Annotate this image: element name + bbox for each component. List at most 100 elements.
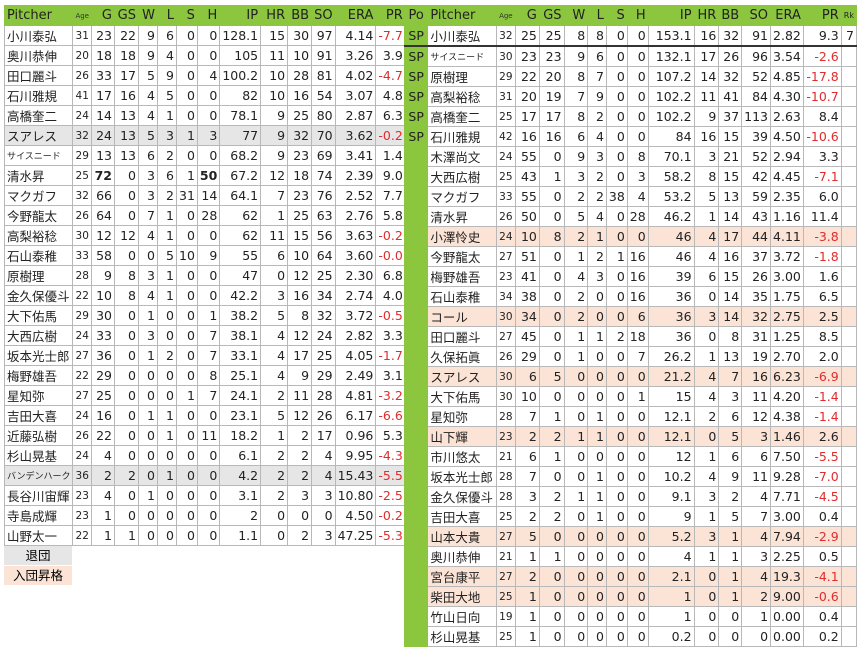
cell-ip: 84 [647,126,695,147]
table-row[interactable]: コール 30 34 0 2 0 0 6 36 3 14 32 2.75 2.5 [403,306,857,327]
column-header-hr[interactable]: HR [693,5,720,26]
table-row[interactable]: 原樹理 28 9 8 3 1 0 0 47 0 12 25 2.30 6.8 [3,265,421,286]
column-header-po[interactable]: Po [403,5,429,26]
column-header-l[interactable]: L [587,5,607,26]
table-row[interactable]: SP 原樹理 29 22 20 8 7 0 0 107.2 14 32 52 4.85 -17.8 [403,66,857,87]
table-row[interactable]: 長谷川宙輝 23 4 0 1 0 0 0 3.1 2 3 3 10.80 -2.5 [3,485,421,506]
column-header-age[interactable]: Age [72,5,92,26]
table-row[interactable]: 清水昇 26 50 0 5 4 0 28 46.2 1 14 43 1.16 11.4 [403,206,857,227]
column-header-w[interactable]: W [138,5,158,26]
table-row[interactable]: 奥川恭伸 20 18 18 9 4 0 0 105 11 10 91 3.26 3.9 [3,45,421,66]
table-row[interactable]: 高梨裕稔 30 12 12 4 1 0 0 62 11 15 56 3.63 -0.2 [3,225,421,246]
table-row[interactable]: 大下佑馬 30 10 0 0 0 0 1 15 4 3 11 4.20 -1.4 [403,386,857,407]
table-row[interactable]: 石山泰稚 33 58 0 0 5 10 9 55 6 10 64 3.60 -0.0 [3,245,421,266]
table-row[interactable]: 吉田大喜 25 2 2 0 1 0 0 9 1 5 7 3.00 0.4 [403,506,857,527]
table-row[interactable]: 杉山晃基 24 4 0 0 0 0 0 6.1 2 2 4 9.95 -4.3 [3,445,421,466]
column-header-w[interactable]: W [563,5,589,26]
table-row[interactable]: 星知弥 28 7 1 0 1 0 0 12.1 2 6 12 4.38 -1.4 [403,406,857,427]
column-header-h[interactable]: H [626,5,649,26]
column-header-ip[interactable]: IP [647,5,695,26]
cell-s: 0 [605,386,628,407]
table-row[interactable]: 市川悠太 21 6 1 0 0 0 0 12 1 6 6 7.50 -5.5 [403,446,857,467]
column-header-s[interactable]: S [176,5,198,26]
column-header-so[interactable]: SO [741,5,772,26]
column-header-gs[interactable]: GS [114,5,139,26]
current-season-pitching-table: PitcherAgeGGSWLSHIPHRBBSOERAPRRk小川泰弘3123… [3,5,421,546]
table-row[interactable]: SP サイスニード 30 23 23 9 6 0 0 132.1 17 26 96 3.54 -2.6 [403,45,857,67]
column-header-pitcher[interactable]: Pitcher [3,5,74,26]
table-row[interactable]: 坂本光士郎 27 36 0 1 2 0 7 33.1 4 17 25 4.05 -1.7 [3,345,421,366]
table-row[interactable]: 石山泰稚 34 38 0 2 0 0 16 36 0 14 35 1.75 6.5 [403,286,857,307]
table-row[interactable]: 奥川恭伸 21 1 1 0 0 0 0 4 1 1 3 2.25 0.5 [403,546,857,567]
table-row[interactable]: 寺島成輝 23 1 0 0 0 0 0 2 0 0 0 4.50 -0.2 [3,505,421,526]
table-row[interactable]: SP 小川泰弘 32 25 25 8 8 0 0 153.1 16 32 91 2.82 9.3 7 [403,25,857,47]
cell-era: 47.25 [334,525,377,546]
column-header-era[interactable]: ERA [770,5,804,26]
column-header-pr[interactable]: PR [802,5,842,26]
table-row[interactable]: 小川泰弘 31 23 22 9 6 0 0 128.1 15 30 97 4.14 -7.7 [3,25,421,46]
column-header-rk[interactable]: Rk [840,5,857,26]
table-row[interactable]: 山下輝 23 2 2 1 1 0 0 12.1 0 5 3 1.46 2.6 [403,426,857,447]
table-row[interactable]: 金久保優斗 28 3 2 1 1 0 0 9.1 3 2 4 7.71 -4.5 [403,486,857,507]
column-header-l[interactable]: L [157,5,177,26]
table-row[interactable]: 田口麗斗 27 45 0 1 1 2 18 36 0 8 31 1.25 8.5 [403,326,857,347]
cell-bb: 16 [287,285,313,306]
table-row[interactable]: 梅野雄吾 23 41 0 4 3 0 16 39 6 15 26 3.00 1.6 [403,266,857,287]
table-row[interactable]: 今野龍太 26 64 0 7 1 0 28 62 1 25 63 2.76 5.8 [3,205,421,226]
column-header-gs[interactable]: GS [538,5,565,26]
column-header-pr[interactable]: PR [375,5,406,26]
table-row[interactable]: 山野太一 22 1 1 0 0 0 0 1.1 0 2 3 47.25 -5.3 [3,525,421,546]
table-row[interactable]: 大下佑馬 29 30 0 1 0 0 1 38.2 5 8 32 3.72 -0.5 [3,305,421,326]
table-row[interactable]: スアレス 32 24 13 5 3 1 3 77 9 32 70 3.62 -0.2 [3,125,421,146]
table-row[interactable]: SP 高橋奎二 25 17 17 8 2 0 0 102.2 9 37 113 2.63 8.4 [403,106,857,127]
column-header-so[interactable]: SO [311,5,336,26]
table-row[interactable]: 今野龍太 27 51 0 1 2 1 16 46 4 16 37 3.72 -1.8 [403,246,857,267]
column-header-bb[interactable]: BB [287,5,313,26]
table-row[interactable]: 金久保優斗 22 10 8 4 1 0 0 42.2 3 16 34 2.74 4.0 [3,285,421,306]
table-row[interactable]: 山本大貴 27 5 0 0 0 0 0 5.2 3 1 4 7.94 -2.9 [403,526,857,547]
column-header-g[interactable]: G [514,5,540,26]
table-row[interactable]: 久保拓眞 26 29 0 1 0 0 7 26.2 1 13 19 2.70 2.0 [403,346,857,367]
table-row[interactable]: 吉田大喜 24 16 0 1 1 0 0 23.1 5 12 26 6.17 -6.6 [3,405,421,426]
table-row[interactable]: 杉山晃基 25 1 0 0 0 0 0 0.2 0 0 0 0.00 0.2 [403,626,857,647]
table-row[interactable]: 竹山日向 19 1 0 0 0 0 0 1 0 0 1 0.00 0.4 [403,606,857,627]
table-row[interactable]: 大西広樹 24 33 0 3 0 0 7 38.1 4 12 24 2.82 3.3 [3,325,421,346]
table-row[interactable]: スアレス 30 6 5 0 0 0 0 21.2 4 7 16 6.23 -6.9 [403,366,857,387]
column-header-era[interactable]: ERA [334,5,377,26]
column-header-bb[interactable]: BB [718,5,743,26]
table-row[interactable]: 清水昇 25 72 0 3 6 1 50 67.2 12 18 74 2.39 9.0 [3,165,421,186]
table-row[interactable]: SP 石川雅規 42 16 16 6 4 0 0 84 16 15 39 4.50 -10.6 [403,126,857,147]
cell-pitcher: 石山泰稚 [3,245,74,266]
table-row[interactable]: 宮台康平 27 2 0 0 0 0 0 2.1 0 1 4 19.3 -4.1 [403,566,857,587]
cell-pr: -3.8 [802,226,842,247]
cell-pitcher: 大西広樹 [3,325,74,346]
table-row[interactable]: バンデンハーク 36 2 2 0 1 0 0 4.2 2 2 4 15.43 -5.5 [3,465,421,486]
table-row[interactable]: SP 高梨裕稔 31 20 19 7 9 0 0 102.2 11 41 84 4.30 -10.7 [403,86,857,107]
table-row[interactable]: 木澤尚文 24 55 0 9 3 0 8 70.1 3 21 52 2.94 3.3 [403,146,857,167]
table-row[interactable]: マクガフ 32 66 0 3 2 31 14 64.1 7 23 76 2.52 7.7 [3,185,421,206]
table-row[interactable]: 田口麗斗 26 33 17 5 9 0 4 100.2 10 28 81 4.02 -4.7 [3,65,421,86]
table-row[interactable]: 坂本光士郎 28 7 0 0 1 0 0 10.2 4 9 11 9.28 -7.0 [403,466,857,487]
table-row[interactable]: 梅野雄吾 22 29 0 0 0 0 8 25.1 4 9 29 2.49 3.1 [3,365,421,386]
cell-rk [840,306,857,327]
table-row[interactable]: 高橋奎二 24 14 13 4 1 0 0 78.1 9 25 80 2.87 6.3 [3,105,421,126]
cell-hr: 0 [693,326,720,347]
table-row[interactable]: 大西広樹 25 43 1 3 2 0 3 58.2 8 15 42 4.45 -7.1 [403,166,857,187]
cell-age: 24 [496,226,516,247]
column-header-hr[interactable]: HR [260,5,289,26]
column-header-h[interactable]: H [196,5,221,26]
table-row[interactable]: 小澤怜史 24 10 8 2 1 0 0 46 4 17 44 4.11 -3.8 [403,226,857,247]
table-row[interactable]: サイスニード 29 13 13 6 2 0 0 68.2 9 23 69 3.41 1.4 [3,145,421,166]
cell-ip: 102.2 [647,106,695,127]
column-header-pitcher[interactable]: Pitcher [427,5,498,26]
cell-so: 76 [311,185,336,206]
table-row[interactable]: 石川雅規 41 17 16 4 5 0 0 82 10 16 54 3.07 4.8 [3,85,421,106]
column-header-age[interactable]: Age [496,5,516,26]
table-row[interactable]: 柴田大地 25 1 0 0 0 0 0 1 0 1 2 9.00 -0.6 [403,586,857,607]
column-header-g[interactable]: G [91,5,115,26]
table-row[interactable]: 星知弥 27 25 0 0 0 1 7 24.1 2 11 28 4.81 -3.2 [3,385,421,406]
table-row[interactable]: 近藤弘樹 26 22 0 0 1 0 11 18.2 1 2 17 0.96 5.3 [3,425,421,446]
column-header-ip[interactable]: IP [219,5,262,26]
column-header-s[interactable]: S [605,5,628,26]
table-row[interactable]: マクガフ 33 55 0 2 2 38 4 53.2 5 13 59 2.35 6.0 [403,186,857,207]
